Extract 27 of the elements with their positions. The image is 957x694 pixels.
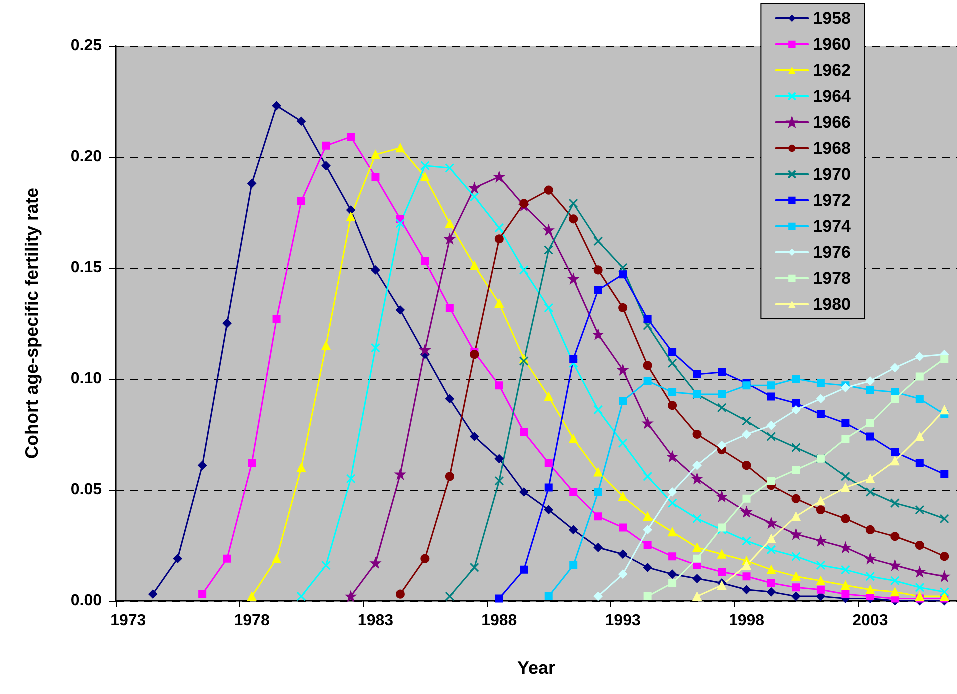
y-tick-label: 0.00	[70, 592, 102, 610]
x-axis-title: Year	[517, 658, 556, 678]
y-axis-title: Cohort age-specific fertility rate	[22, 188, 42, 460]
x-tick-label: 1988	[482, 612, 518, 630]
y-tick-label: 0.10	[70, 370, 102, 388]
x-tick-label: 1998	[728, 612, 765, 630]
y-tick-label: 0.25	[70, 38, 102, 54]
x-tick-label: 1983	[358, 612, 394, 630]
y-tick-label: 0.15	[70, 260, 102, 276]
legend-label: 1968	[813, 139, 852, 158]
legend-label: 1978	[813, 269, 852, 288]
legend-label: 1980	[813, 295, 852, 314]
legend-label: 1960	[813, 35, 852, 54]
x-tick-label: 1978	[234, 612, 270, 630]
x-tick-label: 1993	[605, 612, 641, 630]
legend-label: 1970	[813, 165, 852, 184]
legend-label: 1974	[813, 217, 852, 236]
y-tick-label: 0.20	[70, 148, 102, 166]
legend-label: 1972	[813, 191, 852, 210]
legend-label: 1958	[813, 9, 852, 28]
x-tick-label: 2003	[852, 612, 888, 630]
y-tick-label: 0.05	[70, 482, 102, 498]
legend-label: 1962	[813, 61, 852, 80]
legend-label: 1976	[813, 243, 852, 262]
legend-label: 1964	[813, 87, 852, 106]
legend-label: 1966	[813, 113, 852, 132]
x-tick-label: 1973	[110, 612, 146, 630]
